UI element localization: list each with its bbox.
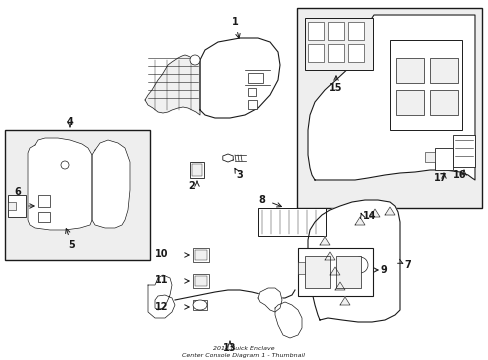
- Polygon shape: [369, 209, 379, 217]
- Polygon shape: [200, 38, 280, 118]
- Bar: [190, 162, 203, 178]
- Bar: [307, 44, 324, 62]
- Bar: [327, 22, 343, 40]
- Bar: [195, 250, 206, 260]
- Bar: [8, 202, 16, 210]
- Bar: [307, 22, 324, 40]
- Polygon shape: [384, 207, 394, 215]
- Bar: [8, 195, 26, 217]
- Bar: [247, 88, 256, 96]
- Text: 2018 Buick Enclave
Center Console Diagram 1 - Thumbnail: 2018 Buick Enclave Center Console Diagra…: [182, 346, 305, 358]
- Bar: [395, 58, 423, 83]
- Bar: [247, 73, 263, 83]
- Text: 7: 7: [404, 260, 410, 270]
- Bar: [38, 195, 50, 207]
- Text: 10: 10: [155, 249, 168, 259]
- Polygon shape: [223, 154, 233, 162]
- Ellipse shape: [193, 300, 206, 310]
- Polygon shape: [92, 140, 130, 228]
- Polygon shape: [339, 297, 349, 305]
- Bar: [247, 100, 257, 109]
- Bar: [395, 90, 423, 115]
- Polygon shape: [274, 302, 302, 338]
- Text: 14: 14: [363, 211, 376, 221]
- Bar: [347, 22, 363, 40]
- Text: 15: 15: [328, 83, 342, 93]
- Text: 5: 5: [65, 229, 75, 250]
- Bar: [424, 152, 434, 162]
- Bar: [5, 130, 150, 260]
- Text: 9: 9: [380, 265, 386, 275]
- Polygon shape: [329, 267, 339, 275]
- Bar: [305, 18, 372, 70]
- Circle shape: [351, 257, 367, 273]
- Text: 4: 4: [66, 117, 73, 127]
- Circle shape: [190, 55, 200, 65]
- Bar: [38, 212, 50, 222]
- Bar: [347, 44, 363, 62]
- Bar: [434, 148, 452, 170]
- Text: 11: 11: [155, 275, 168, 285]
- Polygon shape: [307, 200, 399, 322]
- Polygon shape: [145, 55, 200, 115]
- Bar: [335, 256, 360, 288]
- Polygon shape: [334, 282, 345, 290]
- Text: 6: 6: [15, 187, 21, 197]
- Polygon shape: [28, 138, 92, 230]
- Text: 13: 13: [223, 343, 236, 353]
- Bar: [192, 164, 202, 176]
- Bar: [193, 300, 206, 310]
- Bar: [296, 8, 481, 208]
- Bar: [258, 208, 325, 236]
- Polygon shape: [325, 252, 334, 260]
- Circle shape: [61, 161, 69, 169]
- Bar: [297, 248, 372, 296]
- Text: 2: 2: [188, 181, 195, 191]
- Bar: [193, 274, 208, 288]
- Text: 12: 12: [155, 302, 168, 312]
- Bar: [193, 248, 208, 262]
- Bar: [305, 256, 329, 288]
- Bar: [429, 90, 457, 115]
- Bar: [327, 44, 343, 62]
- Polygon shape: [307, 15, 474, 180]
- Bar: [452, 135, 474, 167]
- Bar: [195, 276, 206, 286]
- Text: 17: 17: [433, 173, 447, 183]
- Bar: [429, 58, 457, 83]
- Text: 1: 1: [231, 17, 240, 38]
- Text: 8: 8: [258, 195, 265, 205]
- Polygon shape: [354, 217, 364, 225]
- Polygon shape: [258, 288, 282, 312]
- Text: 16: 16: [452, 170, 466, 180]
- Bar: [297, 262, 305, 274]
- Polygon shape: [319, 237, 329, 245]
- Bar: [389, 40, 461, 130]
- Text: 3: 3: [236, 170, 243, 180]
- Polygon shape: [148, 275, 175, 318]
